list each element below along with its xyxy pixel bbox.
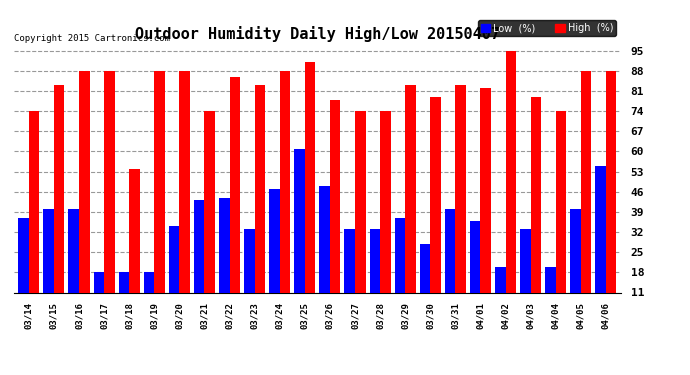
- Bar: [129, 169, 140, 324]
- Bar: [581, 71, 591, 324]
- Bar: [269, 189, 279, 324]
- Bar: [204, 111, 215, 324]
- Bar: [305, 62, 315, 324]
- Bar: [531, 97, 541, 324]
- Bar: [79, 71, 90, 324]
- Text: Copyright 2015 Cartronics.com: Copyright 2015 Cartronics.com: [14, 33, 170, 42]
- Bar: [244, 229, 255, 324]
- Bar: [506, 51, 516, 324]
- Bar: [606, 71, 616, 324]
- Bar: [219, 198, 230, 324]
- Bar: [43, 209, 54, 324]
- Bar: [520, 229, 531, 324]
- Bar: [144, 272, 155, 324]
- Bar: [19, 217, 29, 324]
- Bar: [380, 111, 391, 324]
- Bar: [119, 272, 129, 324]
- Bar: [470, 220, 480, 324]
- Bar: [330, 100, 340, 324]
- Bar: [595, 166, 606, 324]
- Bar: [179, 71, 190, 324]
- Bar: [104, 71, 115, 324]
- Title: Outdoor Humidity Daily High/Low 20150407: Outdoor Humidity Daily High/Low 20150407: [135, 27, 500, 42]
- Bar: [255, 85, 265, 324]
- Bar: [29, 111, 39, 324]
- Bar: [169, 226, 179, 324]
- Bar: [495, 267, 506, 324]
- Bar: [571, 209, 581, 324]
- Bar: [355, 111, 366, 324]
- Bar: [555, 111, 566, 324]
- Bar: [370, 229, 380, 324]
- Bar: [480, 88, 491, 324]
- Bar: [395, 217, 405, 324]
- Bar: [230, 76, 240, 324]
- Bar: [155, 71, 165, 324]
- Bar: [344, 229, 355, 324]
- Bar: [431, 97, 441, 324]
- Legend: Low  (%), High  (%): Low (%), High (%): [478, 20, 616, 36]
- Bar: [545, 267, 555, 324]
- Bar: [455, 85, 466, 324]
- Bar: [295, 148, 305, 324]
- Bar: [194, 200, 204, 324]
- Bar: [279, 71, 290, 324]
- Bar: [405, 85, 416, 324]
- Bar: [445, 209, 455, 324]
- Bar: [68, 209, 79, 324]
- Bar: [319, 186, 330, 324]
- Bar: [94, 272, 104, 324]
- Bar: [54, 85, 64, 324]
- Bar: [420, 244, 431, 324]
